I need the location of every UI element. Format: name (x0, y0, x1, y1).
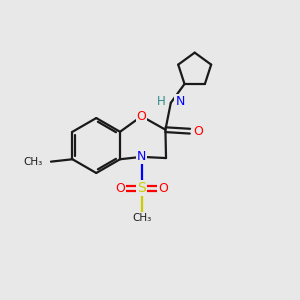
Text: O: O (193, 125, 203, 138)
Text: CH₃: CH₃ (132, 213, 151, 223)
Text: O: O (158, 182, 168, 195)
Text: N: N (175, 95, 185, 108)
Text: O: O (115, 182, 125, 195)
Text: N: N (137, 150, 146, 164)
Text: H: H (157, 95, 165, 108)
Text: O: O (136, 110, 146, 123)
Text: S: S (137, 181, 146, 195)
Text: CH₃: CH₃ (23, 157, 43, 166)
